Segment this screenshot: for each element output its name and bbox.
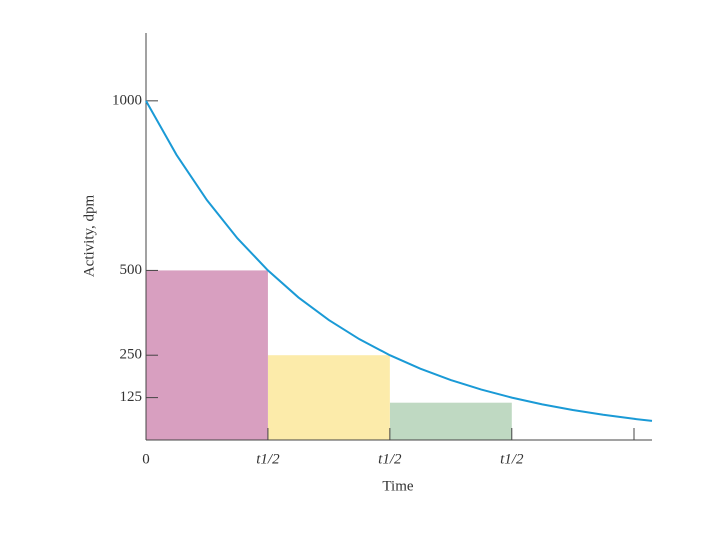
x-axis-label: Time <box>382 478 413 494</box>
y-axis-label: Activity, dpm <box>81 194 97 277</box>
y-tick-label: 500 <box>120 262 143 278</box>
bar <box>267 355 390 440</box>
bar <box>389 402 512 440</box>
x-tick-label: t1/2 <box>256 451 280 467</box>
decay-curve <box>145 100 653 422</box>
y-tick-label: 125 <box>120 389 143 405</box>
x-tick-label: 0 <box>142 451 150 467</box>
y-tick-label: 1000 <box>112 92 142 108</box>
bar <box>146 270 268 440</box>
y-tick-label: 250 <box>120 347 143 363</box>
x-tick-label: t1/2 <box>500 451 524 467</box>
x-tick-label: t1/2 <box>378 451 402 467</box>
